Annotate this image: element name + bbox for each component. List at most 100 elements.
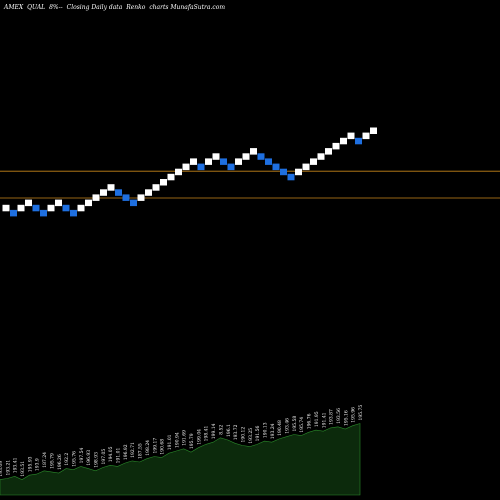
volume-label: 190.12 <box>240 427 246 443</box>
volume-label: 191.69 <box>182 430 188 446</box>
volume-label: 195.74 <box>299 417 305 433</box>
header-symbol: QUAL <box>27 4 45 11</box>
renko-brick <box>340 137 347 145</box>
renko-brick <box>370 127 377 134</box>
renko-brick <box>287 173 295 181</box>
volume-label: 187.24 <box>42 452 48 468</box>
volume-label: 190.13 <box>263 422 269 438</box>
renko-brick <box>152 184 160 191</box>
volume-label: 191.56 <box>255 426 261 442</box>
renko-brick <box>310 158 317 165</box>
renko-brick <box>70 209 77 217</box>
renko-brick <box>332 142 340 150</box>
renko-brick <box>145 189 152 196</box>
renko-brick <box>280 168 287 176</box>
renko-brick <box>62 204 70 212</box>
volume-label: 195.75 <box>358 405 364 421</box>
renko-brick <box>137 194 145 201</box>
renko-brick <box>130 199 137 207</box>
renko-brick <box>355 137 362 145</box>
renko-brick <box>197 163 205 171</box>
volume-label: 197.05 <box>101 449 107 465</box>
renko-brick <box>175 168 182 176</box>
renko-brick <box>347 132 355 140</box>
renko-brick <box>220 158 227 165</box>
volume-label: 193.72 <box>233 424 239 440</box>
volume-label: 187.55 <box>138 443 144 459</box>
volume-label: 198.24 <box>145 440 151 456</box>
volume-area <box>0 423 361 496</box>
volume-label: 190.48 <box>277 420 283 436</box>
volume-label: 195.93 <box>27 456 33 472</box>
renko-brick <box>257 153 265 160</box>
volume-label: 197.54 <box>79 448 85 464</box>
renko-brick <box>182 163 190 171</box>
renko-brick <box>302 163 310 171</box>
renko-brick <box>325 148 332 155</box>
renko-brick <box>212 153 220 160</box>
volume-label: 198.93 <box>94 452 100 468</box>
volume-label: 195.79 <box>49 453 55 469</box>
volume-label: 195.79 <box>189 433 195 449</box>
volume-label: 8.52 <box>218 425 224 435</box>
renko-brick <box>115 189 122 196</box>
volume-label: 193.51 <box>20 461 26 477</box>
renko-brick <box>100 189 107 196</box>
renko-brick <box>17 204 25 212</box>
renko-brick <box>85 199 92 207</box>
volume-label: 190.68 <box>160 439 166 455</box>
renko-brick <box>242 153 250 160</box>
volume-label: 196.76 <box>307 413 313 429</box>
renko-brick <box>77 204 85 212</box>
header-change: 8% <box>49 4 59 11</box>
renko-brick <box>235 158 242 165</box>
volume-label: 196.93 <box>86 450 92 466</box>
volume-label: 196.92 <box>123 444 129 460</box>
volume-label: 199.17 <box>152 438 158 454</box>
volume-label: 193.46 <box>285 418 291 434</box>
renko-brick <box>32 204 40 212</box>
volume-label: 195.76 <box>72 451 78 467</box>
volume-label: 191.41 <box>321 412 327 428</box>
header-sep: -- <box>59 4 63 11</box>
renko-brick <box>167 173 175 181</box>
renko-brick <box>190 158 197 165</box>
header-exchange: AMEX <box>3 4 24 11</box>
volume-label: 195.96 <box>351 407 357 423</box>
renko-brick <box>317 153 325 160</box>
header-site: charts MunafaSutra.com <box>149 4 225 11</box>
volume-label: 195.58 <box>292 416 298 432</box>
header-mode: Closing Daily data <box>67 4 123 11</box>
volume-label: 193.21 <box>5 460 11 476</box>
volume-label: 198.41 <box>204 426 210 442</box>
volume-label: 191.95 <box>314 411 320 427</box>
volume-label: 193.41 <box>13 457 19 473</box>
header-chart-kind: Renko <box>125 4 146 11</box>
renko-brick <box>362 132 370 140</box>
renko-brick <box>55 199 62 207</box>
volume-label: 194.05 <box>108 446 114 462</box>
renko-brick <box>2 204 10 212</box>
renko-brick <box>40 209 47 217</box>
volume-label: 195.16 <box>343 410 349 426</box>
volume-label: 191.01 <box>167 434 173 450</box>
volume-label: 196.1 <box>226 424 232 437</box>
volume-label: 196.26 <box>57 454 63 470</box>
renko-brick <box>160 179 167 186</box>
renko-brick <box>47 204 55 212</box>
volume-label: 199.04 <box>196 429 202 445</box>
volume-label: 193.87 <box>329 409 335 425</box>
renko-brick <box>25 199 32 207</box>
renko-brick <box>295 168 302 176</box>
volume-label: 199.14 <box>211 423 217 439</box>
volume-label: 193.25 <box>248 428 254 444</box>
chart-header: AMEX QUAL 8%-- Closing Daily data Renko … <box>3 4 225 11</box>
volume-label: 190.94 <box>174 432 180 448</box>
volume-label: 193.24 <box>270 423 276 439</box>
volume-label: 192.2 <box>64 453 70 466</box>
volume-label: 193.56 <box>336 408 342 424</box>
volume-label: 193.9 <box>35 458 41 471</box>
renko-brick <box>265 158 272 165</box>
